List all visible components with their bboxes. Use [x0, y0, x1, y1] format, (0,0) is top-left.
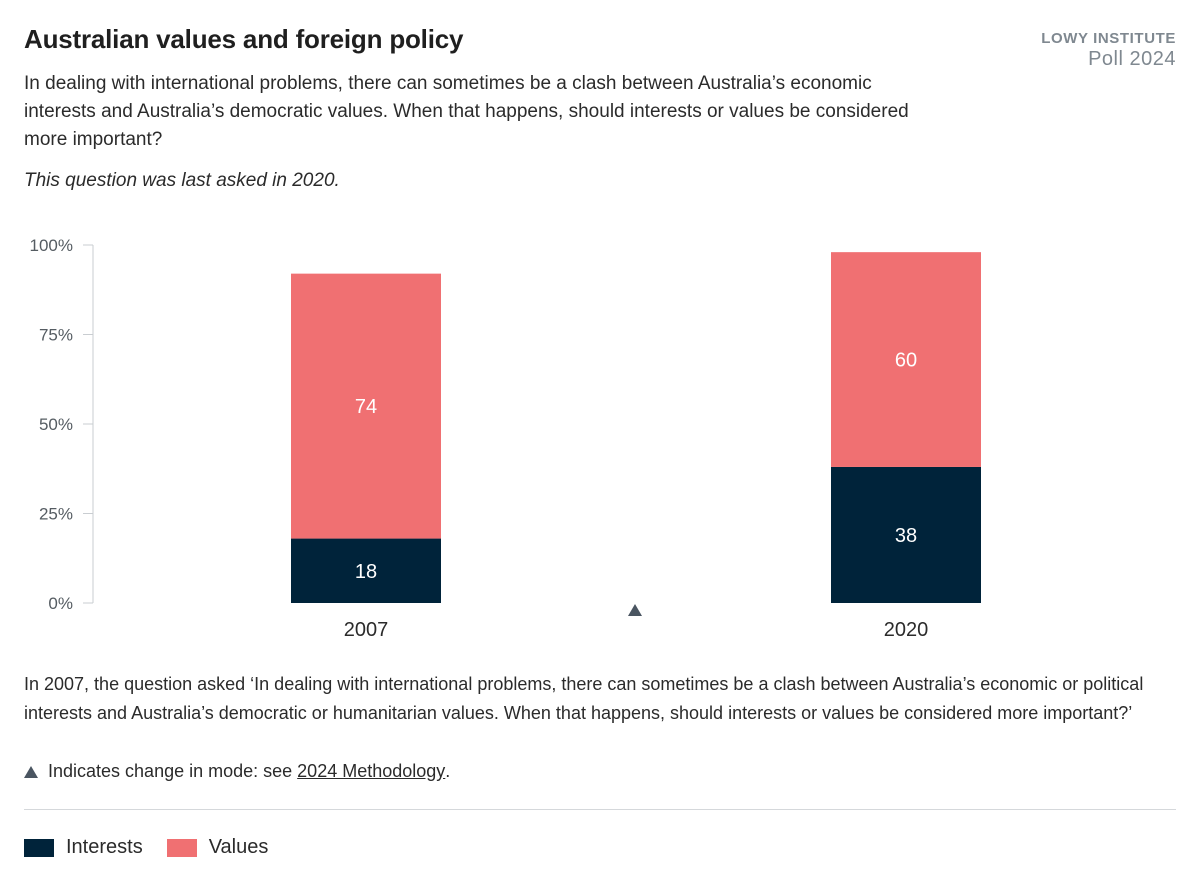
- question-wording-footnote: In 2007, the question asked ‘In dealing …: [24, 674, 1144, 723]
- chart-title: Australian values and foreign policy: [24, 24, 464, 54]
- bar-values: [291, 273, 441, 539]
- methodology-link[interactable]: 2024 Methodology: [297, 761, 446, 781]
- y-tick-label: 75%: [39, 326, 73, 345]
- brand-edition: Poll 2024: [1088, 48, 1176, 70]
- bar-interests: [831, 466, 981, 603]
- legend-divider: [24, 809, 1176, 810]
- x-tick-label: 2007: [344, 619, 389, 640]
- data-label-values: 60: [895, 350, 917, 372]
- legend-swatch-values: [166, 838, 197, 857]
- y-tick-label: 100%: [30, 236, 73, 255]
- last-asked-note: This question was last asked in 2020.: [24, 170, 340, 191]
- data-label-interests: 38: [895, 525, 917, 547]
- chart-subtitle-question: In dealing with international problems, …: [24, 73, 909, 150]
- mode-note-suffix: .: [445, 761, 451, 781]
- y-tick-label: 25%: [39, 505, 73, 524]
- legend-label-values: Values: [208, 836, 269, 858]
- data-label-values: 74: [355, 396, 377, 418]
- brand-name: LOWY INSTITUTE: [1041, 30, 1176, 47]
- bar-values: [831, 252, 981, 467]
- legend-item-interests[interactable]: Interests: [24, 836, 143, 859]
- legend-item-values[interactable]: Values: [166, 836, 269, 859]
- stacked-bar-chart: 0% 25% 50% 75% 100% 18 74 2007 38 60 2020: [30, 236, 981, 640]
- legend-swatch-interests: [24, 838, 54, 857]
- triangle-up-icon: [24, 766, 38, 778]
- bar-interests: [291, 538, 441, 603]
- mode-change-note: Indicates change in mode: see 2024 Metho…: [24, 757, 450, 786]
- y-tick-label: 0%: [48, 594, 73, 613]
- mode-change-triangle-icon: [628, 604, 642, 616]
- chart-legend: Interests Values: [24, 836, 292, 859]
- y-tick-label: 50%: [39, 415, 73, 434]
- data-label-interests: 18: [355, 561, 377, 583]
- brand-logo: LOWY INSTITUTE Poll 2024: [1041, 30, 1176, 70]
- x-tick-label: 2020: [884, 619, 929, 640]
- mode-note-text: Indicates change in mode: see: [48, 761, 293, 781]
- legend-label-interests: Interests: [66, 836, 143, 858]
